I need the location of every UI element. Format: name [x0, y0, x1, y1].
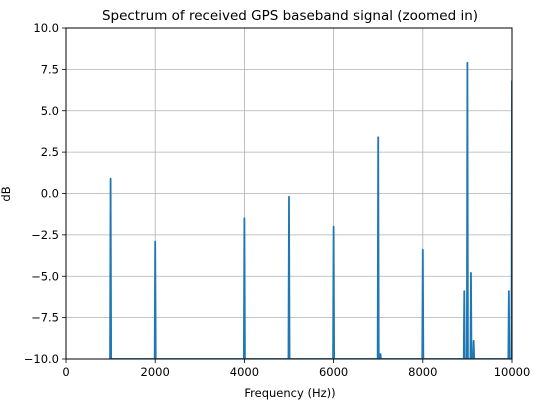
x-tick-label: 0 — [62, 365, 69, 379]
x-tick-label: 6000 — [319, 365, 348, 379]
y-tick-label: 10.0 — [33, 21, 59, 35]
y-tick-label: −2.5 — [31, 228, 59, 242]
x-tick-label: 4000 — [230, 365, 259, 379]
y-tick-label: 7.5 — [41, 62, 59, 76]
x-tick-label: 8000 — [408, 365, 437, 379]
chart-title: Spectrum of received GPS baseband signal… — [102, 8, 478, 24]
y-tick-label: 5.0 — [41, 104, 59, 118]
y-tick-label: −7.5 — [31, 311, 59, 325]
x-tick-label: 2000 — [141, 365, 170, 379]
y-axis-label: dB — [0, 186, 13, 201]
y-tick-label: −5.0 — [31, 269, 59, 283]
x-axis-label: Frequency (Hz)) — [244, 386, 335, 400]
y-tick-label: 2.5 — [41, 145, 59, 159]
y-tick-label: 0.0 — [41, 187, 59, 201]
x-tick-label: 10000 — [494, 365, 531, 379]
y-tick-label: −10.0 — [24, 352, 59, 366]
